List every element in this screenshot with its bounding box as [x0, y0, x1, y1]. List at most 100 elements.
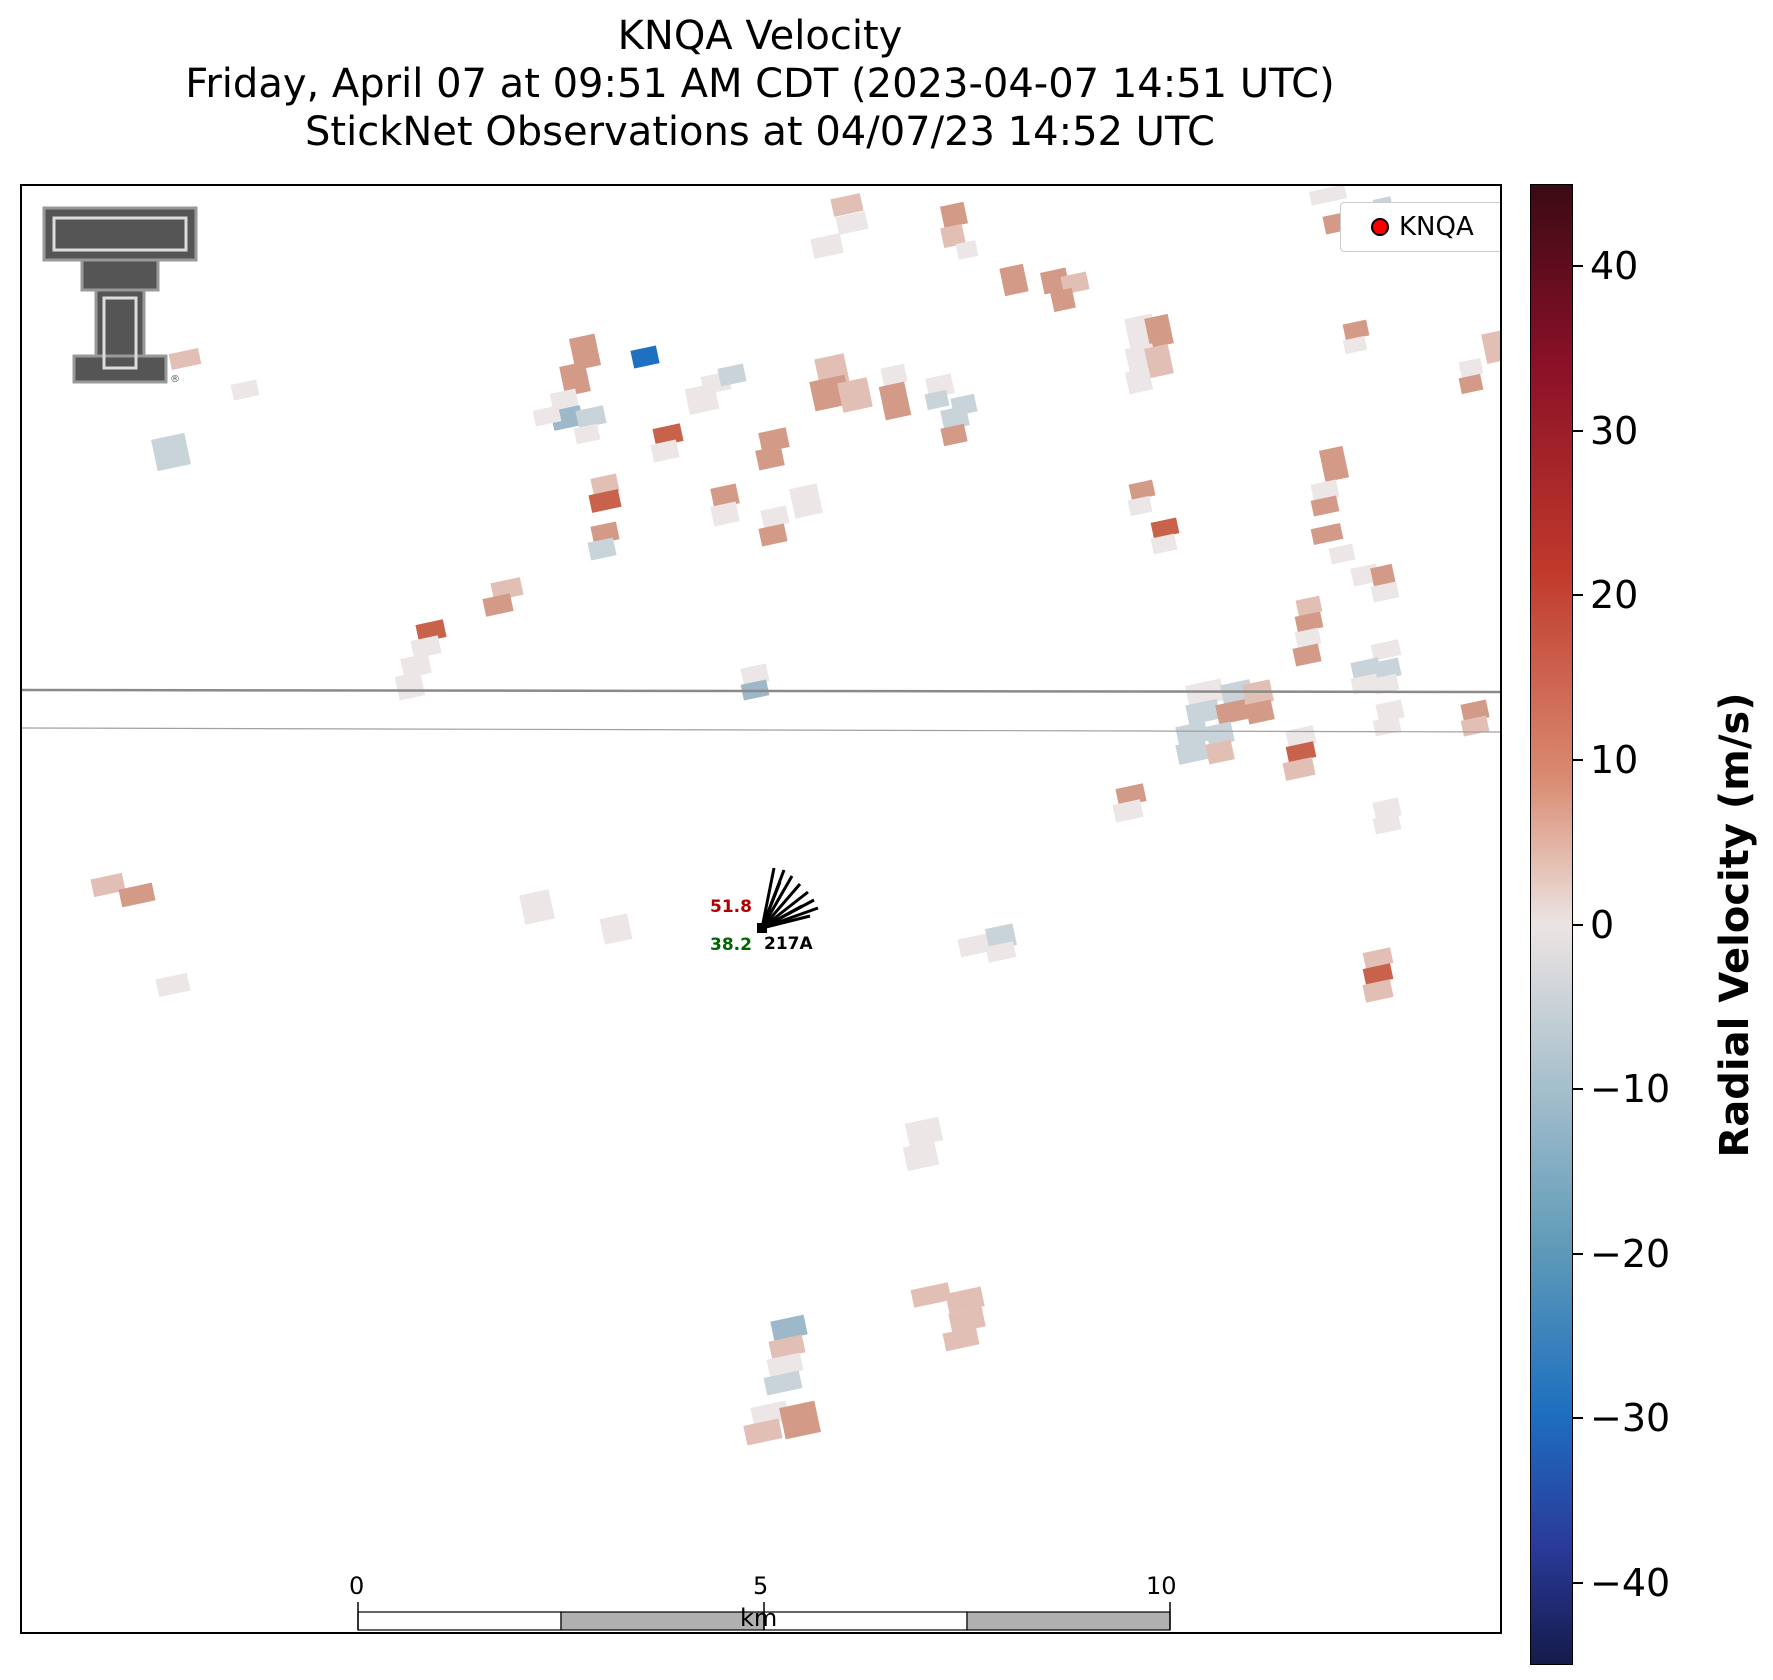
title-line-3: StickNet Observations at 04/07/23 14:52 …: [305, 109, 1215, 155]
station-dewpoint: 38.2: [710, 935, 752, 955]
velocity-gate: [940, 423, 968, 447]
velocity-gate: [1362, 979, 1394, 1003]
velocity-gate: [717, 363, 747, 387]
velocity-gate: [588, 489, 622, 513]
velocity-gate: [1215, 699, 1249, 725]
velocity-gate: [1342, 335, 1368, 355]
station-marker: [757, 923, 767, 933]
texas-tech-logo-icon: ®: [42, 206, 198, 385]
scalebar-segment: [966, 1611, 1171, 1631]
velocity-gate: [810, 233, 844, 259]
wind-barb: [760, 883, 802, 929]
velocity-gate: [760, 505, 790, 529]
colorbar-tick-label: −40: [1590, 1560, 1671, 1605]
velocity-gate: [90, 872, 126, 898]
wind-barb: [761, 914, 811, 930]
velocity-gate: [568, 333, 602, 371]
velocity-gate: [1175, 739, 1209, 765]
colorbar-tick-mark: [1573, 429, 1583, 432]
road-line: [22, 727, 1500, 733]
velocity-gate: [924, 389, 950, 411]
title-line-2: Friday, April 07 at 09:51 AM CDT (2023-0…: [185, 61, 1335, 107]
velocity-gate: [559, 361, 591, 397]
velocity-gate: [1245, 699, 1275, 725]
velocity-gate: [1282, 757, 1316, 781]
velocity-gate: [151, 432, 191, 472]
colorbar-tick-label: 30: [1590, 408, 1639, 453]
colorbar-tick-label: 10: [1590, 737, 1639, 782]
velocity-gate: [1127, 495, 1153, 517]
velocity-gate: [230, 379, 260, 401]
colorbar-tick-label: −30: [1590, 1396, 1671, 1441]
velocity-gate: [519, 889, 555, 925]
velocity-gate: [750, 1400, 790, 1428]
velocity-gate: [1294, 611, 1324, 633]
colorbar-tick-mark: [1573, 758, 1583, 761]
velocity-gate: [573, 423, 601, 445]
velocity-gate: [942, 1326, 980, 1352]
velocity-gate: [587, 537, 617, 561]
velocity-gate: [837, 377, 873, 413]
velocity-gate: [1460, 715, 1490, 737]
velocity-gate: [1481, 330, 1500, 364]
station-id: 217A: [764, 934, 813, 954]
velocity-gate: [1285, 741, 1317, 763]
scalebar-tick-5: 5: [753, 1572, 769, 1600]
velocity-gate: [650, 439, 680, 463]
colorbar-tick-label: −20: [1590, 1231, 1671, 1276]
velocity-gate: [763, 1370, 803, 1396]
velocity-gate: [945, 1286, 985, 1314]
velocity-gate: [1350, 673, 1380, 695]
velocity-gate: [1039, 267, 1071, 295]
velocity-gate: [1242, 679, 1274, 707]
map-legend: KNQA: [1340, 202, 1500, 252]
colorbar-title: Radial Velocity (m/s): [1712, 692, 1758, 1158]
wind-barb: [760, 867, 776, 929]
scalebar-segment: [560, 1611, 765, 1631]
wind-barb: [761, 890, 809, 930]
colorbar-tick-mark: [1573, 923, 1583, 926]
velocity-gate: [410, 635, 442, 659]
velocity-gate: [415, 619, 447, 643]
velocity-gate: [1370, 563, 1396, 589]
velocity-gate: [1342, 319, 1370, 341]
velocity-field: [22, 186, 1500, 1631]
velocity-gate: [1310, 523, 1344, 545]
velocity-gate: [925, 373, 955, 399]
road-line: [22, 688, 1500, 694]
velocity-gate: [878, 381, 912, 421]
velocity-gate: [599, 913, 633, 945]
velocity-gate: [1050, 287, 1076, 313]
velocity-gate: [779, 1400, 821, 1440]
colorbar-tick-label: 0: [1590, 902, 1615, 947]
velocity-gate: [155, 972, 191, 998]
figure-title: KNQA Velocity Friday, April 07 at 09:51 …: [20, 12, 1500, 156]
radar-map[interactable]: ® KNQA 51.8 38.2 217A 0 5 10 km: [20, 184, 1502, 1634]
velocity-gate: [768, 1334, 806, 1360]
velocity-gate: [1144, 313, 1174, 349]
velocity-gate: [880, 363, 908, 387]
velocity-gate: [1308, 186, 1348, 206]
velocity-gate: [118, 882, 156, 908]
velocity-gate: [1372, 813, 1402, 835]
colorbar-tick-mark: [1573, 265, 1583, 268]
colorbar-tick-mark: [1573, 594, 1583, 597]
velocity-gate: [1060, 271, 1090, 295]
colorbar-tick-label: 40: [1590, 244, 1639, 289]
velocity-gate: [1205, 739, 1235, 765]
velocity-gate: [168, 348, 202, 370]
radar-site-marker-icon: [1371, 218, 1389, 236]
velocity-gate: [948, 1306, 986, 1334]
velocity-gate: [400, 653, 432, 679]
velocity-gate: [482, 593, 514, 617]
velocity-gate: [1458, 373, 1484, 395]
velocity-gate: [1185, 698, 1221, 726]
velocity-gate: [957, 932, 995, 958]
velocity-gate: [1310, 495, 1340, 517]
colorbar-tick-mark: [1573, 1088, 1583, 1091]
colorbar-tick-label: 20: [1590, 573, 1639, 618]
velocity-gate: [532, 405, 562, 427]
velocity-gate: [1458, 357, 1484, 379]
velocity-gate: [830, 193, 864, 217]
scalebar-tick-0: 0: [349, 1572, 365, 1600]
